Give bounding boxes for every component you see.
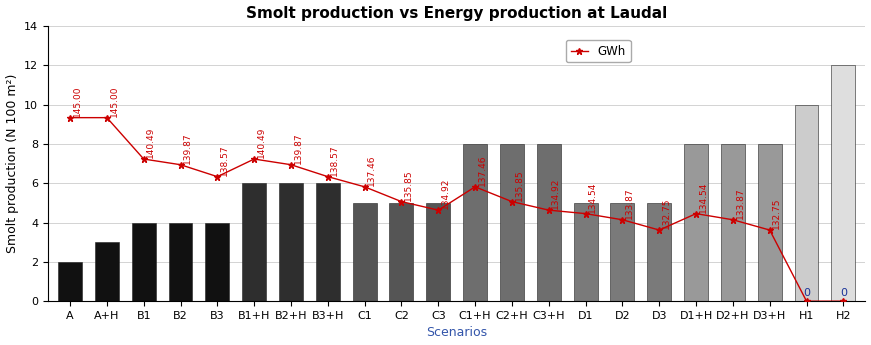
Bar <box>537 144 561 301</box>
Bar <box>647 203 672 301</box>
Bar <box>58 262 82 301</box>
Text: 132.75: 132.75 <box>662 198 671 229</box>
X-axis label: Scenarios: Scenarios <box>426 326 487 339</box>
Text: 139.87: 139.87 <box>183 132 192 164</box>
Legend: GWh: GWh <box>566 40 631 62</box>
Text: 0: 0 <box>840 288 847 298</box>
Bar <box>794 105 819 301</box>
Bar <box>611 203 634 301</box>
GWh <box>469 185 480 189</box>
GWh <box>322 175 333 179</box>
Text: 134.54: 134.54 <box>588 181 598 213</box>
Text: 135.85: 135.85 <box>515 169 523 201</box>
GWh <box>654 228 665 232</box>
Text: 140.49: 140.49 <box>146 127 155 158</box>
GWh <box>580 211 591 216</box>
GWh <box>213 175 223 179</box>
Bar <box>242 183 267 301</box>
Text: 140.49: 140.49 <box>257 127 266 158</box>
Bar <box>353 203 376 301</box>
Bar <box>463 144 487 301</box>
Line: GWh: GWh <box>66 114 847 305</box>
Bar <box>684 144 708 301</box>
GWh <box>544 208 554 212</box>
GWh <box>249 157 260 161</box>
GWh <box>618 218 628 222</box>
Text: 139.87: 139.87 <box>294 132 302 164</box>
Bar <box>206 223 229 301</box>
Text: 0: 0 <box>803 288 810 298</box>
Bar <box>279 183 303 301</box>
GWh <box>838 299 848 303</box>
Bar <box>95 242 118 301</box>
Text: 133.87: 133.87 <box>735 187 745 219</box>
Title: Smolt production vs Energy production at Laudal: Smolt production vs Energy production at… <box>246 6 667 21</box>
Text: 134.54: 134.54 <box>699 181 707 213</box>
Text: 145.00: 145.00 <box>72 85 82 117</box>
Text: 138.57: 138.57 <box>330 144 340 176</box>
Bar <box>169 223 192 301</box>
GWh <box>64 116 75 120</box>
GWh <box>102 116 112 120</box>
Text: 134.92: 134.92 <box>551 178 560 209</box>
Text: 135.85: 135.85 <box>404 169 413 201</box>
Y-axis label: Smolt production (N 100 m²): Smolt production (N 100 m²) <box>5 74 18 253</box>
GWh <box>765 228 775 232</box>
GWh <box>801 299 812 303</box>
GWh <box>175 162 186 167</box>
Bar <box>500 144 523 301</box>
Bar <box>132 223 156 301</box>
Text: 137.46: 137.46 <box>368 154 376 186</box>
Text: 133.87: 133.87 <box>625 187 634 219</box>
GWh <box>138 157 149 161</box>
Bar <box>721 144 745 301</box>
GWh <box>286 162 296 167</box>
Bar <box>832 65 855 301</box>
Text: 137.46: 137.46 <box>477 154 487 186</box>
GWh <box>433 208 443 212</box>
GWh <box>691 211 701 216</box>
GWh <box>727 218 738 222</box>
Bar <box>758 144 781 301</box>
Text: 134.92: 134.92 <box>441 178 449 209</box>
Bar <box>426 203 450 301</box>
Bar <box>389 203 414 301</box>
GWh <box>396 199 407 204</box>
Text: 138.57: 138.57 <box>219 144 229 176</box>
Text: 132.75: 132.75 <box>773 198 781 229</box>
GWh <box>507 199 517 204</box>
Bar <box>316 183 340 301</box>
GWh <box>360 185 370 189</box>
Bar <box>574 203 598 301</box>
Text: 145.00: 145.00 <box>110 85 118 117</box>
